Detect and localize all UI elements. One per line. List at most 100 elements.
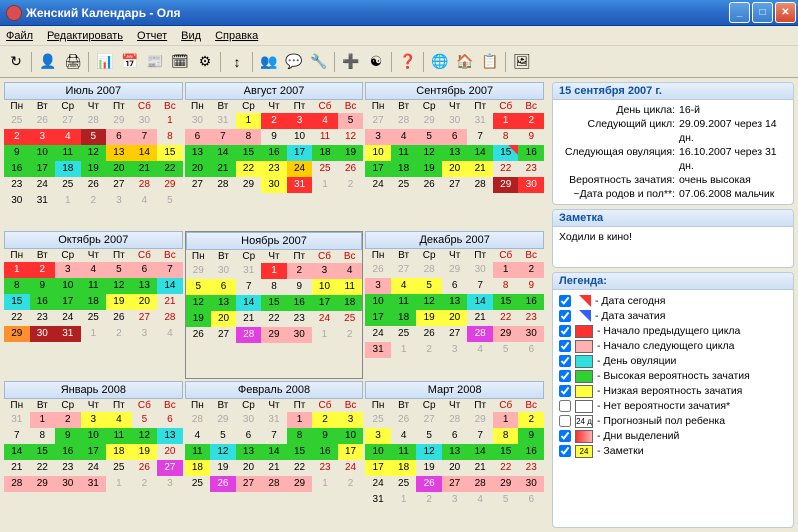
day-cell-prev[interactable]: 26: [30, 113, 56, 129]
day-cell[interactable]: 4: [391, 278, 417, 294]
day-cell-next[interactable]: 1: [312, 327, 337, 343]
day-cell-next[interactable]: 2: [337, 327, 362, 343]
legend-checkbox[interactable]: [559, 445, 571, 457]
day-cell[interactable]: 10: [365, 444, 391, 460]
day-cell[interactable]: 9: [287, 279, 312, 295]
day-cell[interactable]: 26: [338, 161, 364, 177]
day-cell[interactable]: 31: [365, 342, 391, 358]
day-cell[interactable]: 17: [81, 444, 107, 460]
day-cell[interactable]: 20: [106, 161, 132, 177]
day-cell[interactable]: 3: [365, 278, 391, 294]
day-cell[interactable]: 5: [416, 428, 442, 444]
day-cell[interactable]: 25: [337, 311, 362, 327]
day-cell[interactable]: 18: [312, 145, 338, 161]
day-cell[interactable]: 6: [211, 279, 236, 295]
day-cell[interactable]: 20: [185, 161, 211, 177]
day-cell[interactable]: 4: [185, 428, 211, 444]
day-cell-next[interactable]: 2: [338, 177, 364, 193]
day-cell[interactable]: 20: [211, 311, 236, 327]
day-cell[interactable]: 15: [287, 444, 313, 460]
day-cell[interactable]: 23: [518, 161, 544, 177]
day-cell[interactable]: 18: [337, 295, 362, 311]
toolbar-button-1[interactable]: 👤: [36, 50, 60, 74]
day-cell[interactable]: 25: [391, 177, 417, 193]
day-cell[interactable]: 30: [287, 327, 312, 343]
day-cell[interactable]: 23: [4, 177, 30, 193]
toolbar-button-13[interactable]: ☯: [364, 50, 388, 74]
day-cell[interactable]: 6: [106, 129, 132, 145]
day-cell[interactable]: 29: [261, 327, 286, 343]
day-cell[interactable]: 17: [30, 161, 56, 177]
toolbar-button-2[interactable]: 🖨: [61, 50, 85, 74]
day-cell[interactable]: 26: [416, 476, 442, 492]
day-cell[interactable]: 28: [467, 326, 493, 342]
day-cell[interactable]: 31: [81, 476, 107, 492]
day-cell[interactable]: 6: [132, 262, 158, 278]
minimize-button[interactable]: _: [729, 2, 750, 23]
day-cell[interactable]: 1: [30, 412, 56, 428]
day-cell[interactable]: 5: [416, 278, 442, 294]
day-cell-prev[interactable]: 26: [365, 262, 391, 278]
day-cell-prev[interactable]: 28: [416, 262, 442, 278]
day-cell[interactable]: 2: [312, 412, 338, 428]
day-cell[interactable]: 2: [518, 262, 544, 278]
day-cell[interactable]: 1: [4, 262, 30, 278]
day-cell-prev[interactable]: 27: [391, 262, 417, 278]
month-title[interactable]: Август 2007: [185, 82, 364, 100]
day-cell[interactable]: 22: [157, 161, 183, 177]
legend-checkbox[interactable]: [559, 355, 571, 367]
day-cell[interactable]: 24: [365, 326, 391, 342]
day-cell[interactable]: 21: [467, 161, 493, 177]
day-cell[interactable]: 21: [261, 460, 287, 476]
day-cell[interactable]: 21: [132, 161, 158, 177]
day-cell-next[interactable]: 2: [338, 476, 364, 492]
day-cell[interactable]: 5: [210, 428, 236, 444]
day-cell[interactable]: 19: [132, 444, 158, 460]
day-cell[interactable]: 1: [287, 412, 313, 428]
day-cell[interactable]: 22: [493, 161, 519, 177]
day-cell[interactable]: 5: [106, 262, 132, 278]
day-cell[interactable]: 30: [4, 193, 30, 209]
day-cell[interactable]: 6: [236, 428, 262, 444]
day-cell-prev[interactable]: 30: [467, 262, 493, 278]
day-cell[interactable]: 1: [493, 113, 519, 129]
day-cell[interactable]: 13: [442, 444, 468, 460]
legend-checkbox[interactable]: [559, 340, 571, 352]
day-cell[interactable]: 24: [365, 177, 391, 193]
day-cell[interactable]: 15: [4, 294, 30, 310]
day-cell[interactable]: 4: [81, 262, 107, 278]
day-cell[interactable]: 10: [338, 428, 364, 444]
month-title[interactable]: Ноябрь 2007: [186, 232, 363, 250]
day-cell[interactable]: 27: [132, 310, 158, 326]
day-cell[interactable]: 26: [106, 310, 132, 326]
day-cell[interactable]: 10: [55, 278, 81, 294]
day-cell-prev[interactable]: 29: [210, 412, 236, 428]
toolbar-button-10[interactable]: 💬: [282, 50, 306, 74]
day-cell-next[interactable]: 1: [55, 193, 81, 209]
day-cell[interactable]: 19: [186, 311, 211, 327]
day-cell[interactable]: 24: [55, 310, 81, 326]
day-cell[interactable]: 13: [442, 294, 468, 310]
day-cell[interactable]: 20: [157, 444, 183, 460]
day-cell[interactable]: 5: [132, 412, 158, 428]
day-cell[interactable]: 9: [518, 129, 544, 145]
day-cell[interactable]: 31: [55, 326, 81, 342]
day-cell[interactable]: 22: [236, 161, 262, 177]
day-cell[interactable]: 8: [236, 129, 262, 145]
day-cell-prev[interactable]: 30: [132, 113, 158, 129]
day-cell[interactable]: 9: [4, 145, 30, 161]
day-cell-prev[interactable]: 30: [236, 412, 262, 428]
toolbar-button-12[interactable]: ➕: [339, 50, 363, 74]
day-cell[interactable]: 26: [416, 326, 442, 342]
day-cell[interactable]: 3: [338, 412, 364, 428]
day-cell[interactable]: 6: [442, 278, 468, 294]
day-cell[interactable]: 25: [391, 476, 417, 492]
day-cell[interactable]: 14: [210, 145, 236, 161]
day-cell-next[interactable]: 1: [391, 342, 417, 358]
day-cell[interactable]: 26: [81, 177, 107, 193]
day-cell[interactable]: 19: [338, 145, 364, 161]
day-cell[interactable]: 18: [391, 161, 417, 177]
day-cell[interactable]: 27: [211, 327, 236, 343]
day-cell[interactable]: 20: [442, 161, 468, 177]
toolbar-button-15[interactable]: 🌐: [428, 50, 452, 74]
